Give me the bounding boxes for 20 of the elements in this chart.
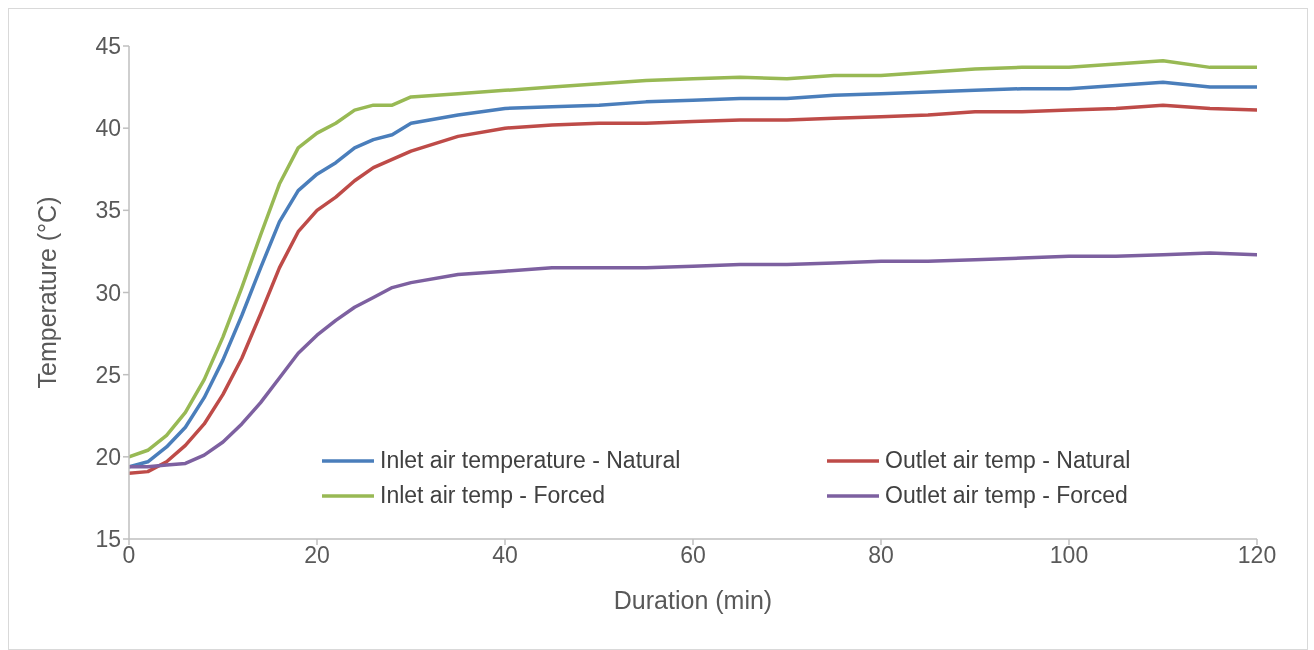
legend-label: Inlet air temp - Forced: [380, 482, 605, 509]
x-tick-label: 80: [868, 542, 894, 569]
x-tick-label: 0: [122, 542, 136, 569]
y-tick-label: 35: [95, 197, 121, 224]
legend-label: Outlet air temp - Forced: [885, 482, 1128, 509]
legend-label: Inlet air temperature - Natural: [380, 447, 681, 474]
x-tick-label: 120: [1237, 542, 1277, 569]
x-tick-label: 100: [1049, 542, 1089, 569]
y-tick-label: 40: [95, 115, 121, 142]
legend-label: Outlet air temp - Natural: [885, 447, 1131, 474]
y-tick-label: 15: [95, 526, 121, 553]
x-tick-label: 60: [680, 542, 706, 569]
x-axis-title: Duration (min): [613, 586, 773, 614]
y-tick-label: 30: [95, 279, 121, 306]
y-axis-title: Temperature (°C): [32, 196, 61, 389]
x-tick-label: 40: [492, 542, 518, 569]
y-tick-label: 20: [95, 444, 121, 470]
x-tick-label: 20: [304, 542, 330, 569]
y-tick-label: 25: [95, 361, 121, 388]
y-tick-label: 45: [95, 33, 121, 60]
